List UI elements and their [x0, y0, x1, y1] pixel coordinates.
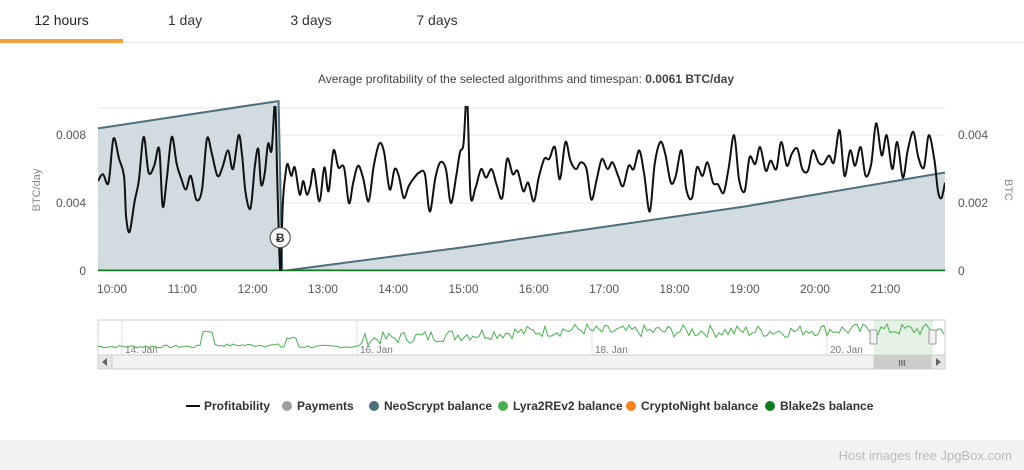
y-tick-label-right: 0: [958, 264, 965, 278]
y-tick-label-left: 0: [79, 264, 86, 278]
y-tick-label-right: 0.002: [958, 196, 988, 210]
navigator-series-line: [97, 322, 945, 349]
footer-text: Host images free JpgBox.com: [838, 448, 1012, 463]
footer-bar: Host images free JpgBox.com: [0, 440, 1024, 470]
neoscrypt-balance-line: [97, 100, 946, 273]
x-tick-label: 20:00: [800, 282, 830, 296]
legend-item-label: Lyra2REv2 balance: [513, 399, 623, 413]
legend-item-label: Blake2s balance: [780, 399, 874, 413]
y-tick-label-right: 0.004: [958, 128, 988, 142]
x-tick-label: 17:00: [589, 282, 619, 296]
x-tick-label: 11:00: [168, 282, 197, 296]
x-tick-label: 10:00: [97, 282, 127, 296]
navigator-date-label: 18. Jan: [595, 345, 628, 356]
legend-symbol-dot: [498, 401, 508, 411]
x-tick-label: 18:00: [659, 282, 689, 296]
navigator-right-handle[interactable]: [928, 329, 937, 345]
chart-summary: Average profitability of the selected al…: [318, 72, 734, 86]
x-tick-label: 14:00: [378, 282, 408, 296]
navigator-left-handle[interactable]: [869, 329, 878, 345]
tab-7-days[interactable]: 7 days: [392, 0, 482, 43]
navigator-date-label: 14. Jan: [125, 345, 158, 356]
navigator-scrollbar-track[interactable]: [97, 354, 946, 370]
tab-7-days-label: 7 days: [416, 12, 458, 28]
chevron-left-icon: [102, 358, 107, 366]
legend-item-label: CryptoNight balance: [641, 399, 759, 413]
time-range-tabs: 12 hours 1 day 3 days 7 days: [0, 0, 1024, 43]
x-tick-label: 21:00: [870, 282, 900, 296]
y-axis-title-left: BTC/day: [31, 168, 43, 211]
neoscrypt-balance-area: [98, 101, 945, 271]
legend-symbol-dot: [626, 401, 636, 411]
legend-item-label: Profitability: [204, 399, 270, 413]
x-tick-label: 12:00: [238, 282, 268, 296]
x-tick-label: 13:00: [308, 282, 338, 296]
legend-item-label: Payments: [297, 399, 354, 413]
navigator-date-label: 20. Jan: [830, 345, 863, 356]
tab-3-days[interactable]: 3 days: [266, 0, 356, 43]
profitability-chart: Average profitability of the selected al…: [31, 72, 1014, 413]
legend-symbol-dot: [765, 401, 775, 411]
x-tick-label: 15:00: [448, 282, 478, 296]
profitability-line: [98, 106, 945, 272]
legend-item-label: NeoScrypt balance: [384, 399, 492, 413]
navigator-scrollbar-thumb[interactable]: [873, 355, 932, 369]
x-tick-label: 19:00: [730, 282, 760, 296]
navigator-date-label: 16. Jan: [360, 345, 393, 356]
chevron-right-icon: [936, 358, 941, 366]
chart-summary-label: Average profitability of the selected al…: [318, 72, 645, 86]
chart-summary-value: 0.0061 BTC/day: [645, 72, 734, 86]
payment-marker-label: Ƀ: [276, 231, 285, 245]
tab-3-days-label: 3 days: [290, 12, 332, 28]
payment-marker[interactable]: [269, 227, 291, 249]
x-tick-label: 16:00: [519, 282, 549, 296]
y-tick-label-left: 0.004: [56, 196, 86, 210]
y-tick-label-left: 0.008: [56, 128, 86, 142]
legend-symbol-dot: [369, 401, 379, 411]
tab-1-day-label: 1 day: [167, 12, 203, 28]
y-axis-title-right: BTC: [1002, 179, 1014, 201]
legend-symbol-dot: [282, 401, 292, 411]
scrollbar-grip: III: [899, 359, 906, 368]
tab-1-day[interactable]: 1 day: [140, 0, 230, 43]
tab-12-hours-label: 12 hours: [34, 12, 89, 28]
tab-12-hours[interactable]: 12 hours: [0, 0, 123, 43]
